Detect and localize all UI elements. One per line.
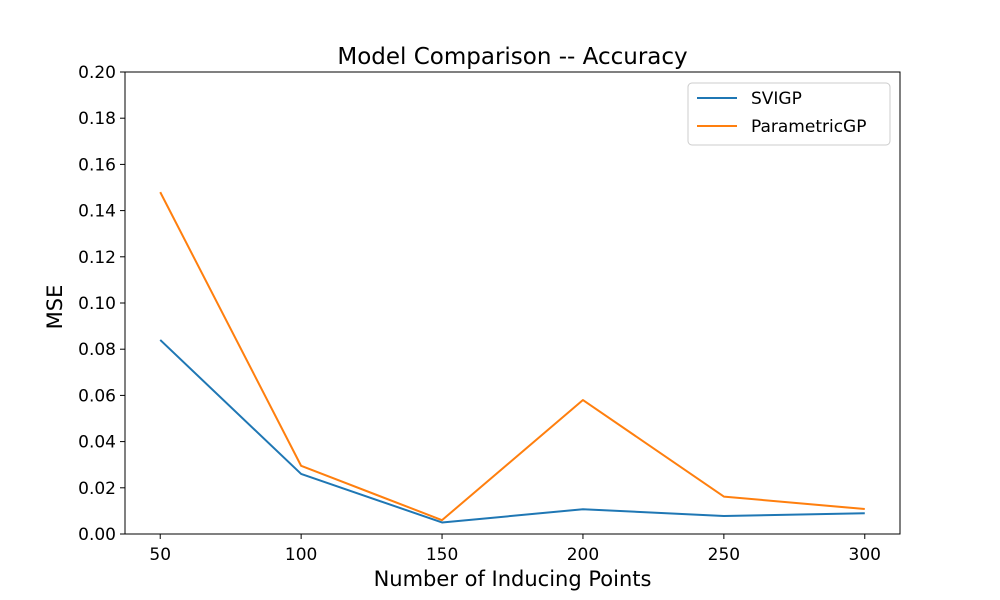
y-tick-label: 0.08 [78,340,116,360]
x-tick-label: 300 [849,545,881,565]
x-axis-label: Number of Inducing Points [374,567,652,591]
y-tick-label: 0.16 [78,155,116,175]
y-tick-label: 0.18 [78,109,116,129]
y-axis-ticks: 0.00 0.02 0.04 0.06 0.08 0.10 0.12 0.14 0.16 0.18… [78,63,125,545]
y-tick-label: 0.20 [78,63,116,83]
chart-title: Model Comparison -- Accuracy [337,44,687,70]
x-tick-label: 200 [567,545,599,565]
y-tick-label: 0.12 [78,248,116,268]
x-tick-label: 100 [285,545,317,565]
x-axis-ticks: 50 100 150 200 250 300 [149,534,881,565]
legend-label-parametricgp: ParametricGP [751,117,866,137]
y-tick-label: 0.00 [78,525,116,545]
y-tick-label: 0.10 [78,294,116,314]
series-line-svigp [159,339,865,524]
y-tick-label: 0.14 [78,202,116,222]
x-tick-label: 150 [426,545,458,565]
y-tick-label: 0.04 [78,433,116,453]
x-tick-label: 50 [149,545,171,565]
x-tick-label: 250 [708,545,740,565]
legend-label-svigp: SVIGP [751,89,802,109]
series-lines [159,191,865,524]
y-tick-label: 0.02 [78,479,116,499]
y-axis-label: MSE [43,285,67,330]
legend-box [687,82,891,146]
series-line-parametricgp [159,191,865,522]
legend: SVIGP ParametricGP [687,82,891,146]
y-tick-label: 0.06 [78,386,116,406]
